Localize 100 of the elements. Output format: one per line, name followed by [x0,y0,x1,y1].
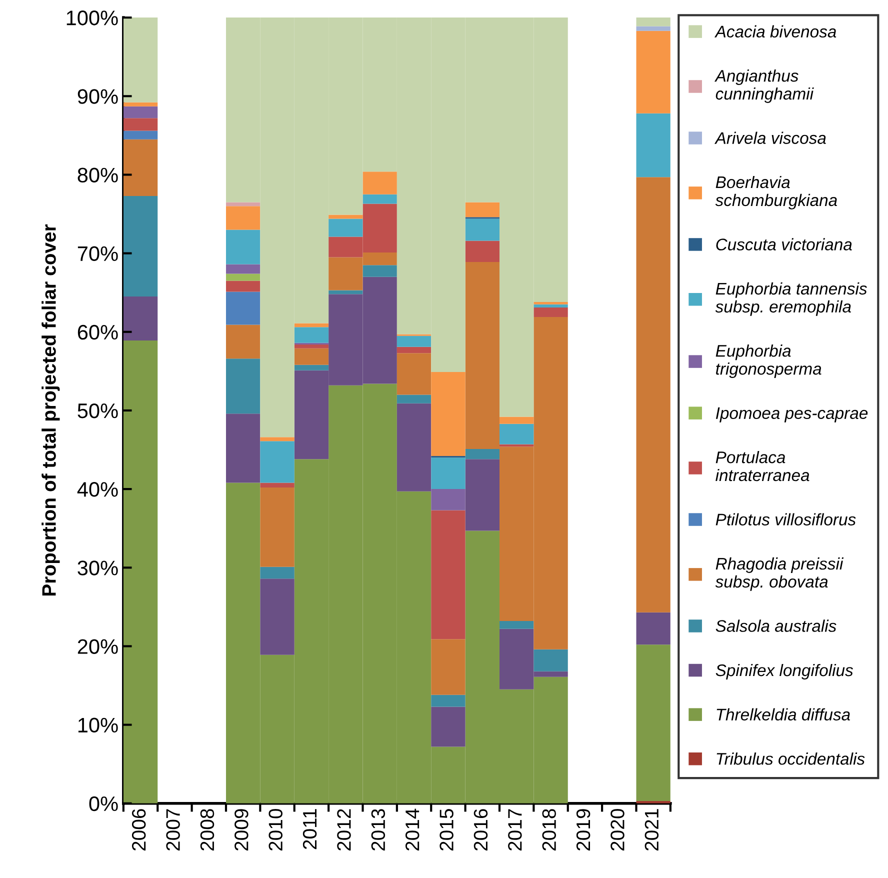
legend-label: Angianthus cunninghamii [714,69,814,103]
legend-label: Cuscuta victoriana [716,238,852,250]
legend-label: Spinifex longifolius [716,664,854,680]
bar [431,706,466,747]
y-tick-label: 100% [66,10,118,26]
legend-label: Euphorbia trigonosperma [716,344,822,378]
legend-label: Boerhavia schomburgkiana [715,176,838,210]
x-tick-label: 2017 [508,809,522,851]
bar [123,118,158,131]
bar [431,458,466,490]
bar [294,323,329,328]
bar [123,18,158,102]
x-tick-label: 2014 [405,808,420,851]
bar [636,18,670,26]
bar [534,649,568,672]
x-tick-label: 2009 [234,809,248,851]
y-tick-label: 40% [77,482,118,497]
bar [431,510,466,640]
bar [123,340,158,804]
y-tick-label: 10% [78,718,118,733]
bar [396,346,432,354]
y-axis-title: Proportion of total projected foliar cover [42,224,60,596]
bar [260,578,294,655]
bar [465,202,500,218]
bar [396,353,432,395]
bar [294,344,329,348]
bar [294,327,329,343]
bar [636,177,670,612]
bar [431,372,466,456]
legend-label: Acacia bivenosa [714,25,836,38]
legend-label: Tribulus occidentalis [716,752,865,765]
bar [226,202,260,206]
x-tick-label: 2015 [440,809,454,851]
x-tick-label: 2010 [268,808,282,851]
legend-label: Ptilotus villosiflorus [716,513,856,526]
bar [226,274,260,281]
bar [465,218,500,241]
legend-label: Euphorbia tannensis subsp. eremophila [715,282,867,316]
legend-label: Threlkeldia diffusa [716,708,850,721]
bar [431,489,466,510]
x-tick-label: 2020 [610,808,624,851]
bar [396,403,432,492]
legend-label: Portulaca intraterranea [716,450,810,482]
bar [465,240,500,262]
bar [123,130,158,140]
bar [328,218,363,237]
bar [636,30,670,114]
bar [328,290,363,294]
y-tick-label: 60% [78,324,118,340]
bar [500,416,534,424]
x-tick-label: 2021 [644,809,659,851]
y-tick-label: 20% [78,639,118,654]
bar [294,364,329,370]
bar [226,264,260,274]
x-tick-label: 2006 [132,809,146,851]
bar [636,26,670,31]
y-tick-label: 90% [78,89,118,104]
bar [123,196,158,297]
bar [534,304,568,308]
bar [226,324,260,359]
x-tick-label: 2016 [474,809,488,851]
legend-label: Salsola australis [716,620,836,632]
x-tick-label: 2018 [542,809,556,851]
bar [500,621,534,629]
bar [534,308,568,317]
bar [226,292,260,325]
x-tick-label: 2007 [166,809,180,851]
bar [500,424,534,444]
bar [396,394,432,404]
bar [396,336,432,347]
bar [226,414,260,483]
bar [362,194,397,204]
bar [123,296,158,341]
legend-label: Rhagodia preissii subsp. obovata [715,557,844,591]
bar [260,441,294,483]
bar [636,113,670,178]
y-tick-label: 80% [78,168,118,182]
bar [260,482,294,488]
bar [362,265,397,277]
bar [636,644,670,802]
x-tick-label: 2008 [200,809,214,851]
bar [226,280,260,292]
x-tick-label: 2011 [302,809,317,850]
y-tick-label: 30% [78,560,118,576]
bar [294,348,329,365]
x-tick-label: 2012 [337,809,351,851]
bar [226,230,260,264]
bar [362,172,397,194]
bar [123,139,158,196]
bar [260,566,294,579]
bar [123,102,158,106]
x-tick-label: 2019 [576,809,590,851]
legend-label: Arivela viscosa [714,132,826,144]
bar [260,437,294,442]
bar [636,612,670,645]
bar [123,106,158,118]
bar [431,694,466,707]
y-tick-label: 0% [89,796,118,812]
bar [226,358,260,414]
bar [260,487,294,567]
